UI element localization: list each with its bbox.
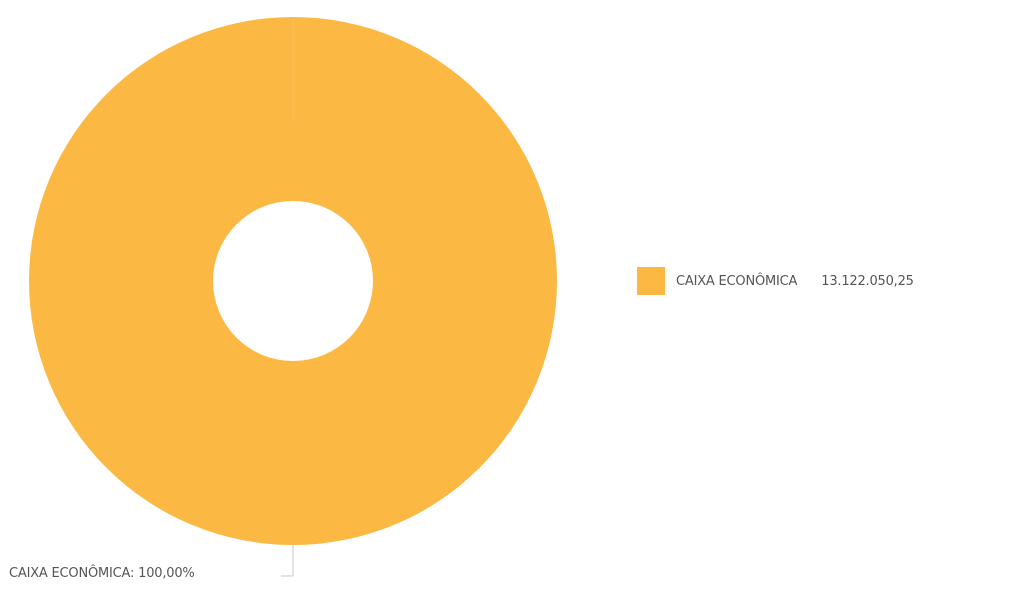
- pie-slice[interactable]: [29, 17, 557, 545]
- slices-group: [29, 17, 557, 545]
- legend-label: CAIXA ECONÔMICA: [676, 273, 798, 289]
- slice-percentage-label: CAIXA ECONÔMICA: 100,00%: [9, 566, 195, 581]
- legend-swatch: [637, 267, 665, 295]
- legend-value: 13.122.050,25: [821, 273, 914, 289]
- legend: CAIXA ECONÔMICA 13.122.050,25: [637, 267, 914, 295]
